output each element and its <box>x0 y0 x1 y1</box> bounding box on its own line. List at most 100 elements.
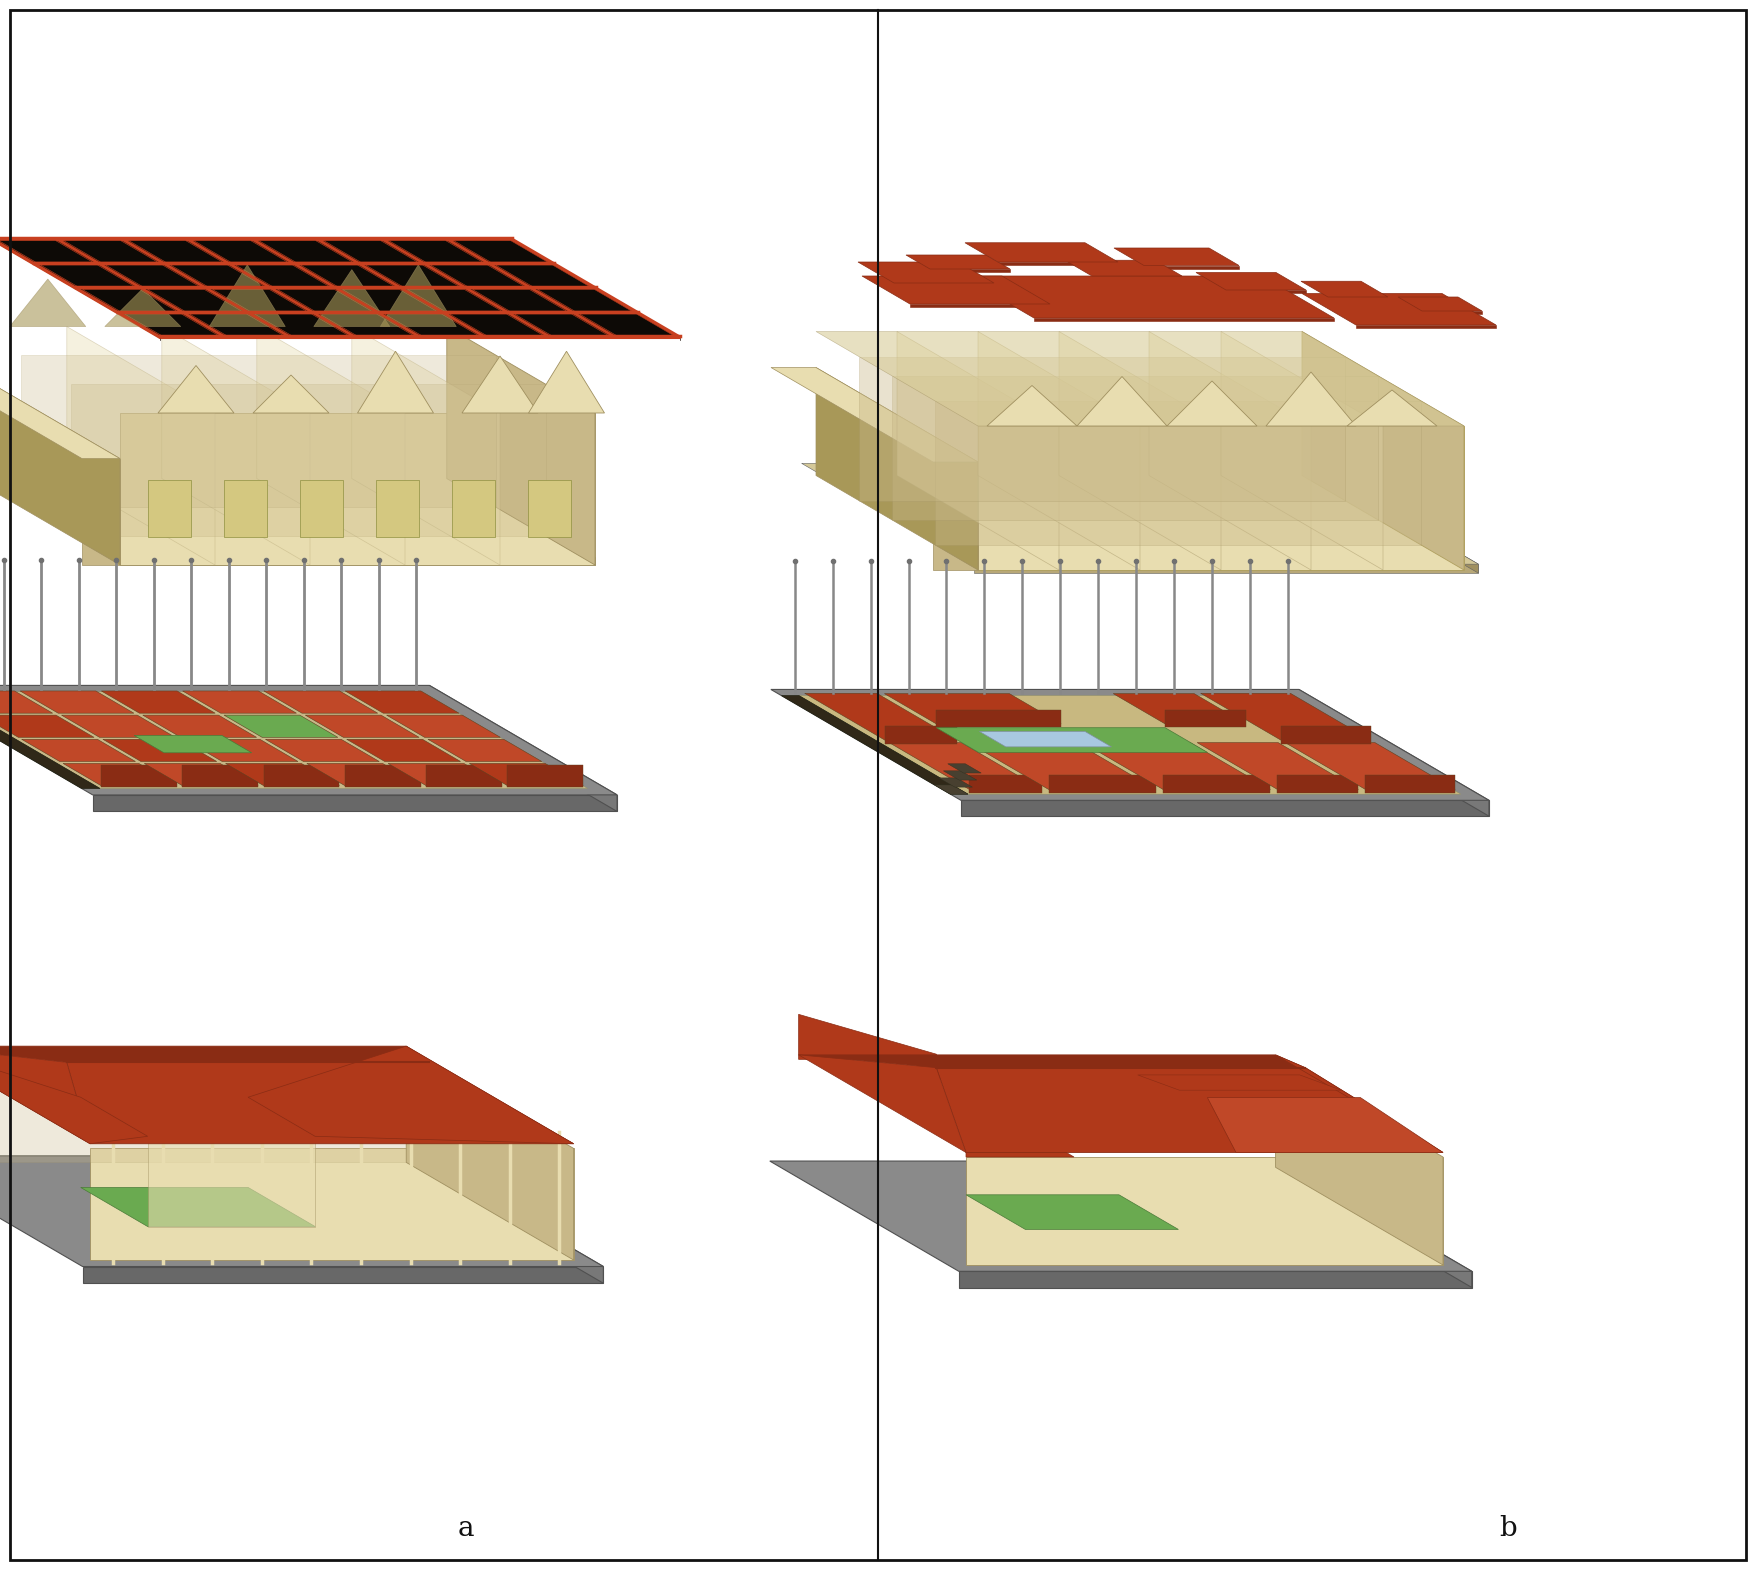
Polygon shape <box>93 794 616 812</box>
Polygon shape <box>365 265 460 287</box>
Polygon shape <box>90 1148 574 1261</box>
Polygon shape <box>979 732 1111 747</box>
Polygon shape <box>1113 248 1239 265</box>
Polygon shape <box>893 283 993 286</box>
Polygon shape <box>770 689 1488 801</box>
Polygon shape <box>1092 276 1181 279</box>
Polygon shape <box>1274 1055 1443 1152</box>
Polygon shape <box>0 691 53 713</box>
Polygon shape <box>507 766 583 788</box>
Polygon shape <box>119 557 595 565</box>
Polygon shape <box>579 314 674 336</box>
Polygon shape <box>969 776 1041 793</box>
Polygon shape <box>935 1068 1443 1152</box>
Polygon shape <box>300 479 342 537</box>
Polygon shape <box>314 270 390 327</box>
Polygon shape <box>82 1267 604 1283</box>
Polygon shape <box>0 240 679 338</box>
Polygon shape <box>1422 311 1481 314</box>
Polygon shape <box>1197 743 1358 790</box>
Polygon shape <box>862 276 1049 305</box>
Polygon shape <box>104 739 216 761</box>
Polygon shape <box>190 314 284 336</box>
Polygon shape <box>0 686 616 794</box>
Polygon shape <box>82 289 177 311</box>
Polygon shape <box>1137 1075 1341 1090</box>
Polygon shape <box>388 763 502 785</box>
Polygon shape <box>149 479 191 537</box>
Polygon shape <box>428 739 542 761</box>
Polygon shape <box>225 479 267 537</box>
Polygon shape <box>358 352 433 413</box>
Polygon shape <box>1195 273 1306 290</box>
Polygon shape <box>781 696 967 794</box>
Polygon shape <box>930 268 1009 272</box>
Polygon shape <box>935 728 1207 752</box>
Polygon shape <box>885 694 1060 724</box>
Polygon shape <box>453 240 548 262</box>
Polygon shape <box>161 327 311 565</box>
Polygon shape <box>407 289 502 311</box>
Polygon shape <box>67 1063 574 1145</box>
Polygon shape <box>1346 389 1436 425</box>
Polygon shape <box>1225 290 1306 294</box>
Polygon shape <box>277 289 372 311</box>
Polygon shape <box>1083 743 1269 790</box>
Polygon shape <box>70 385 546 537</box>
Polygon shape <box>63 240 158 262</box>
Polygon shape <box>965 243 1118 262</box>
Polygon shape <box>263 766 339 788</box>
Polygon shape <box>888 743 1041 790</box>
Polygon shape <box>376 479 419 537</box>
Polygon shape <box>1397 297 1481 311</box>
Polygon shape <box>386 714 500 738</box>
Polygon shape <box>769 1162 1471 1272</box>
Polygon shape <box>1143 265 1239 268</box>
Polygon shape <box>1283 1162 1471 1287</box>
Polygon shape <box>974 564 1478 573</box>
Polygon shape <box>0 240 93 262</box>
Polygon shape <box>1064 261 1181 276</box>
Polygon shape <box>1285 743 1455 790</box>
Polygon shape <box>816 331 1464 425</box>
Polygon shape <box>144 763 258 785</box>
Polygon shape <box>978 425 1464 570</box>
Polygon shape <box>935 710 1060 727</box>
Polygon shape <box>430 686 616 812</box>
Polygon shape <box>342 289 437 311</box>
Polygon shape <box>265 739 379 761</box>
Polygon shape <box>142 714 256 738</box>
Polygon shape <box>212 289 307 311</box>
Polygon shape <box>323 240 418 262</box>
Polygon shape <box>799 1055 1304 1068</box>
Polygon shape <box>1148 331 1311 570</box>
Polygon shape <box>472 289 567 311</box>
Polygon shape <box>344 766 421 788</box>
Polygon shape <box>0 692 588 788</box>
Polygon shape <box>0 1050 405 1162</box>
Polygon shape <box>405 1050 574 1261</box>
Polygon shape <box>1220 331 1383 570</box>
Polygon shape <box>858 262 993 283</box>
Polygon shape <box>1200 694 1371 739</box>
Polygon shape <box>184 739 298 761</box>
Polygon shape <box>105 289 181 327</box>
Text: a: a <box>458 1515 474 1542</box>
Polygon shape <box>125 314 218 336</box>
Polygon shape <box>258 240 353 262</box>
Polygon shape <box>430 265 525 287</box>
Polygon shape <box>800 463 1478 564</box>
Polygon shape <box>495 265 590 287</box>
Polygon shape <box>965 1195 1178 1229</box>
Polygon shape <box>1076 377 1167 425</box>
Polygon shape <box>446 471 595 565</box>
Polygon shape <box>1167 382 1257 425</box>
Polygon shape <box>263 691 377 713</box>
Polygon shape <box>61 714 176 738</box>
Polygon shape <box>1162 776 1269 793</box>
Polygon shape <box>1300 281 1386 297</box>
Polygon shape <box>1058 331 1220 570</box>
Polygon shape <box>183 766 258 788</box>
Polygon shape <box>948 763 981 772</box>
Polygon shape <box>939 777 972 787</box>
